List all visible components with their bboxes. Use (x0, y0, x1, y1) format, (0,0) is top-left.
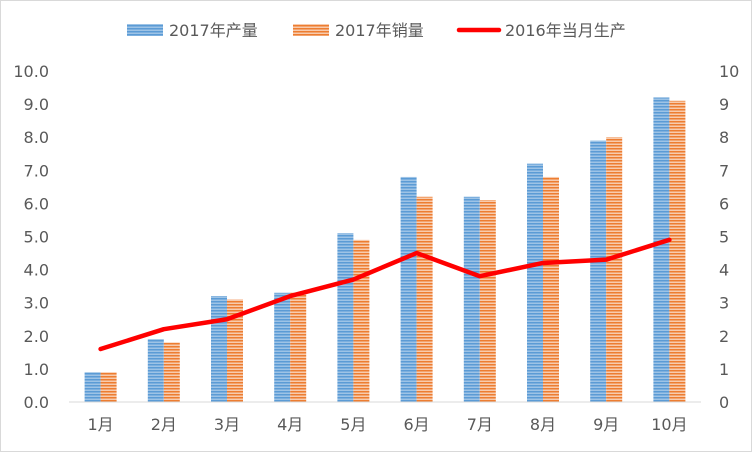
x-axis-tick-label: 10月 (651, 415, 687, 434)
bar-sales (543, 176, 559, 402)
left-axis-tick-label: 10.0 (13, 62, 49, 81)
bar-sales (479, 200, 496, 402)
legend-swatch (293, 24, 329, 36)
x-axis: 1月 2月 3月 4月 5月 6月 7月 8月 9月 10月 (69, 401, 701, 434)
line-point (225, 317, 229, 321)
bar-sales (290, 292, 307, 402)
left-axis: 0.0 1.0 2.0 3.0 4.0 5.0 6.0 7.0 8.0 9.0 10.0 (13, 62, 49, 412)
right-axis-tick-label: 5 (719, 228, 729, 247)
line-point (541, 261, 545, 265)
right-axis-tick-label: 3 (719, 294, 729, 313)
bar-production (337, 233, 354, 402)
left-axis-tick-label: 9.0 (24, 95, 49, 114)
x-axis-tick-label: 8月 (530, 415, 556, 434)
right-axis-tick-label: 7 (719, 161, 729, 180)
left-axis-tick-label: 8.0 (24, 128, 49, 147)
right-axis-tick-label: 8 (719, 128, 729, 147)
left-axis-tick-label: 6.0 (24, 194, 49, 213)
line-point (162, 327, 166, 331)
right-axis-tick-label: 10 (719, 62, 739, 81)
bar-sales (163, 342, 180, 402)
right-axis-tick-label: 6 (719, 194, 729, 213)
line-point (99, 347, 103, 351)
legend: 2017年产量 2017年销量 2016年当月生产 (127, 21, 626, 40)
bar-production (653, 97, 670, 402)
line-2016-production (98, 237, 672, 352)
bar-sales (353, 239, 370, 402)
line-point (667, 238, 671, 242)
line-point (415, 251, 419, 255)
bar-production (84, 372, 101, 402)
right-axis-tick-label: 1 (719, 360, 729, 379)
line-layer (98, 237, 672, 352)
bar-production (527, 163, 543, 402)
line-point (288, 294, 292, 298)
right-axis-tick-label: 0 (719, 393, 729, 412)
x-axis-tick-label: 9月 (593, 415, 619, 434)
left-axis-tick-label: 5.0 (24, 228, 49, 247)
left-axis-tick-label: 7.0 (24, 161, 49, 180)
bar-sales (227, 299, 243, 402)
legend-label: 2017年销量 (335, 21, 424, 40)
line-point (351, 278, 355, 282)
x-axis-tick-label: 1月 (88, 415, 114, 434)
bar-sales (100, 372, 117, 402)
left-axis-tick-label: 4.0 (24, 261, 49, 280)
left-axis-tick-label: 1.0 (24, 360, 49, 379)
bar-production (400, 176, 417, 402)
left-axis-tick-label: 0.0 (24, 393, 49, 412)
line-point (604, 258, 608, 262)
bar-production (274, 292, 291, 402)
bar-production (463, 196, 480, 402)
right-axis-tick-label: 2 (719, 327, 729, 346)
bar-production (147, 339, 164, 402)
bar-production (211, 296, 227, 402)
legend-label: 2016年当月生产 (505, 21, 626, 40)
legend-label: 2017年产量 (169, 21, 258, 40)
legend-swatch (127, 24, 163, 36)
right-axis: 0 1 2 3 4 5 6 7 8 9 10 (719, 62, 739, 412)
bar-sales (606, 137, 623, 402)
x-axis-tick-label: 4月 (277, 415, 303, 434)
x-axis-tick-label: 7月 (467, 415, 493, 434)
bars (84, 97, 686, 402)
bar-sales (416, 196, 433, 402)
x-axis-tick-label: 5月 (340, 415, 366, 434)
x-axis-tick-label: 3月 (214, 415, 240, 434)
x-axis-tick-label: 6月 (404, 415, 430, 434)
left-axis-tick-label: 2.0 (24, 327, 49, 346)
line-point (478, 274, 482, 278)
bar-sales (669, 100, 686, 402)
bar-production (590, 140, 607, 402)
left-axis-tick-label: 3.0 (24, 294, 49, 313)
x-axis-tick-label: 2月 (151, 415, 177, 434)
right-axis-tick-label: 4 (719, 261, 729, 280)
right-axis-tick-label: 9 (719, 95, 729, 114)
